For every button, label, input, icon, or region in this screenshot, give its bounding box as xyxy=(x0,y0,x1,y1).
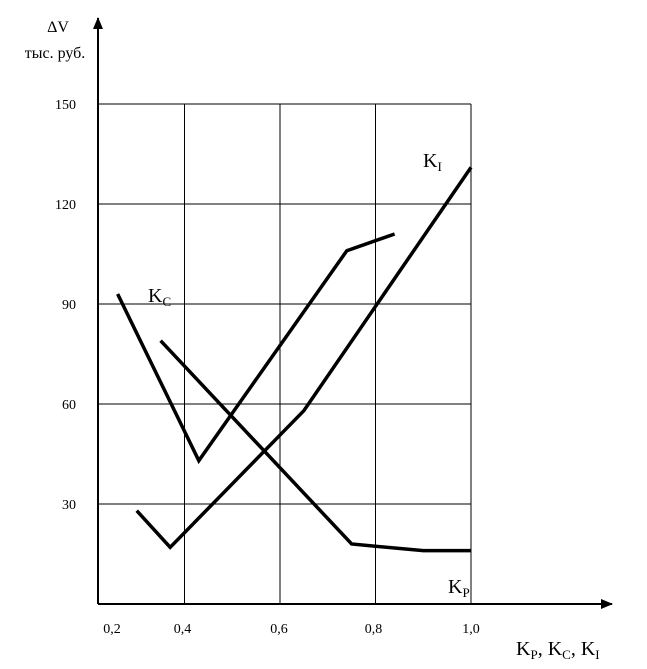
y-tick-label: 150 xyxy=(55,98,76,113)
series-line xyxy=(116,232,396,465)
y-tick-labels: 30 60 90 120 150 xyxy=(55,98,76,513)
y-axis-title-line1: ΔV xyxy=(47,19,69,36)
series-lines xyxy=(116,166,473,553)
y-tick-label: 90 xyxy=(62,298,76,313)
x-tick-label: 1,0 xyxy=(462,622,480,637)
series-label-ki: KI xyxy=(423,150,442,174)
x-tick-labels: 0,2 0,4 0,6 0,8 1,0 xyxy=(103,622,480,637)
x-tick-label: 0,6 xyxy=(270,622,288,637)
series-labels: KC KI KP xyxy=(148,150,470,600)
x-tick-label: 0,2 xyxy=(103,622,121,637)
grid xyxy=(98,103,472,604)
series-line xyxy=(135,166,473,550)
y-tick-label: 60 xyxy=(62,398,76,413)
series-label-kc: KC xyxy=(148,285,171,309)
y-tick-label: 30 xyxy=(62,498,76,513)
x-tick-label: 0,8 xyxy=(365,622,383,637)
x-axis-title: KP, KC, KI xyxy=(516,638,600,662)
series-label-kp: KP xyxy=(448,576,470,600)
series-line xyxy=(159,339,471,553)
y-axis-title-line2: тыс. руб. xyxy=(25,45,86,62)
y-tick-label: 120 xyxy=(55,198,76,213)
x-tick-label: 0,4 xyxy=(174,622,192,637)
